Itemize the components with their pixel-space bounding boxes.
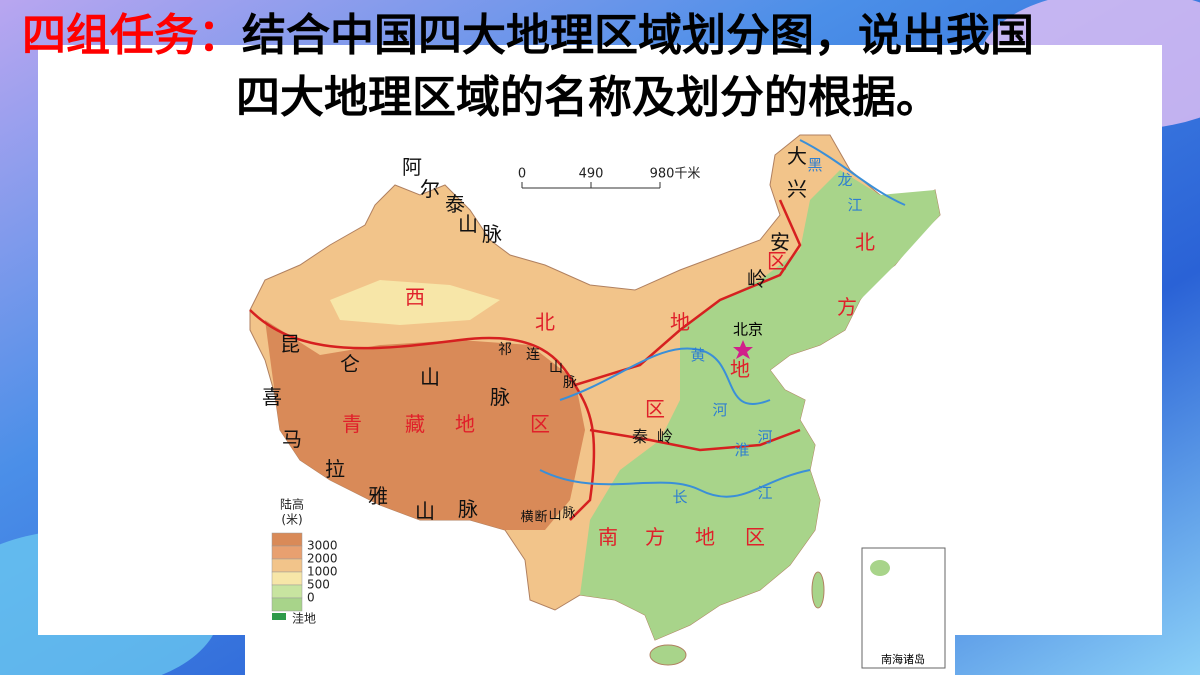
capital-label: 北京 [733, 321, 763, 339]
capital-star [733, 340, 753, 359]
plateau [265, 320, 585, 530]
mountain-label: 秦岭 [632, 427, 673, 446]
hainan [649, 644, 687, 666]
legend-level: 3000 [307, 539, 338, 553]
legend-level: 2000 [307, 552, 338, 566]
river-label: 黄河 [690, 346, 727, 419]
legend-swatch [271, 545, 303, 560]
region-label: 青藏地区 [342, 412, 550, 436]
mountain-label: 大兴安岭 [747, 144, 807, 291]
legend-swatch [272, 613, 286, 620]
title-text: 结合中国四大地理区域划分图，说出我国 [242, 10, 1034, 61]
legend-swatch [271, 558, 303, 573]
scale-label: 980千米 [650, 167, 701, 182]
inset-land [870, 560, 890, 576]
title-text: 四大地理区域的名称及划分的根据。 [236, 72, 940, 123]
mountain-label: 阿尔泰山脉 [402, 155, 502, 246]
legend-swatch [271, 597, 303, 612]
mountain-label: 祁连山脉 [498, 342, 577, 391]
region-label: 北方地区 [645, 230, 875, 421]
taiwan [811, 571, 825, 609]
region-label: 南方地区 [598, 525, 765, 549]
scale-label: 0 [518, 167, 526, 182]
legend-level: 500 [307, 578, 330, 592]
region-boundary [589, 428, 801, 452]
legend-swatch [271, 584, 303, 599]
river [799, 139, 906, 206]
legend-level: 1000 [307, 565, 338, 579]
legend-unit: (米) [281, 513, 302, 527]
lowland [580, 170, 940, 640]
region-boundary [249, 309, 596, 521]
scale-label: 490 [579, 167, 604, 182]
legend-depression: 洼地 [292, 612, 316, 626]
region-boundary [574, 199, 802, 387]
map: 南海诸岛 北京 西北 地区北方地区青藏地区南方地区 阿尔泰山 脉 大兴安岭昆仑山脉喜马拉… [245, 125, 955, 675]
task-label: 四组任务： [22, 10, 242, 61]
title-line: 四组任务：结合中国四大地理区域划分图，说出我国 [22, 10, 1034, 61]
river [539, 469, 811, 498]
legend-level: 0 [307, 591, 315, 605]
mountain-label: 昆仑山脉 [280, 332, 510, 409]
river-label: 黑龙江 [807, 156, 862, 214]
river [559, 347, 771, 406]
river-label: 淮河 [734, 428, 772, 459]
legend-swatch [271, 532, 303, 547]
region-label: 西北 地区 [405, 249, 787, 334]
mountain-label: 喜马拉雅山脉 [262, 385, 478, 523]
river-label: 长江 [672, 484, 772, 506]
basin [330, 280, 500, 325]
legend-title: 陆高 [280, 497, 304, 512]
legend-swatch [271, 571, 303, 586]
inset-label: 南海诸岛 [881, 652, 925, 666]
mountain-label: 横断山脉 [520, 506, 575, 525]
